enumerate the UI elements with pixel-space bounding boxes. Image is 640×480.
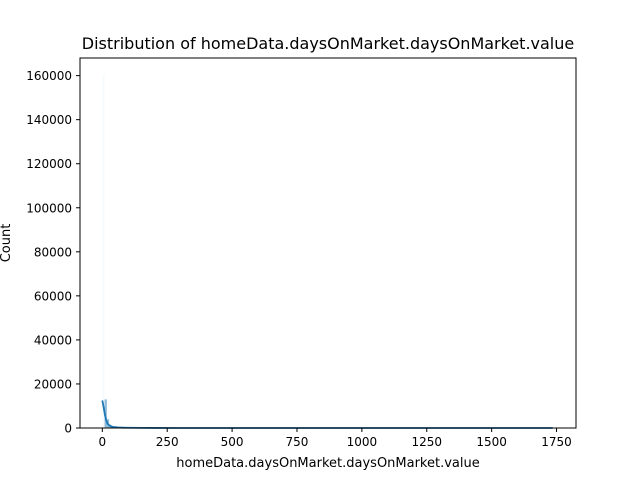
histogram-bar [104, 399, 107, 428]
chart-title: Distribution of homeData.daysOnMarket.da… [82, 34, 574, 53]
x-tick-label: 750 [286, 435, 309, 449]
x-axis-label: homeData.daysOnMarket.daysOnMarket.value [176, 456, 480, 471]
y-tick-label: 40000 [34, 333, 72, 347]
y-tick-label: 20000 [34, 377, 72, 391]
y-axis-label: Count [0, 224, 14, 263]
x-tick-label: 1500 [476, 435, 507, 449]
x-tick-label: 1000 [347, 435, 378, 449]
x-tick-label: 0 [99, 435, 107, 449]
plot-frame [79, 57, 577, 429]
y-axis: 0 20000 40000 60000 80000 100000 120000 140000 1… [26, 69, 80, 436]
x-axis: 0 250 500 750 1000 1250 1500 1750 [99, 428, 572, 449]
x-tick-label: 1750 [541, 435, 572, 449]
y-tick-label: 120000 [26, 157, 72, 171]
y-tick-label: 160000 [26, 69, 72, 83]
x-tick-label: 500 [221, 435, 244, 449]
y-tick-label: 140000 [26, 113, 72, 127]
histogram-bar [102, 75, 105, 429]
y-tick-label: 0 [64, 422, 72, 436]
y-tick-label: 100000 [26, 201, 72, 215]
y-tick-label: 60000 [34, 289, 72, 303]
x-tick-label: 1250 [411, 435, 442, 449]
y-tick-label: 80000 [34, 245, 72, 259]
x-tick-label: 250 [156, 435, 179, 449]
